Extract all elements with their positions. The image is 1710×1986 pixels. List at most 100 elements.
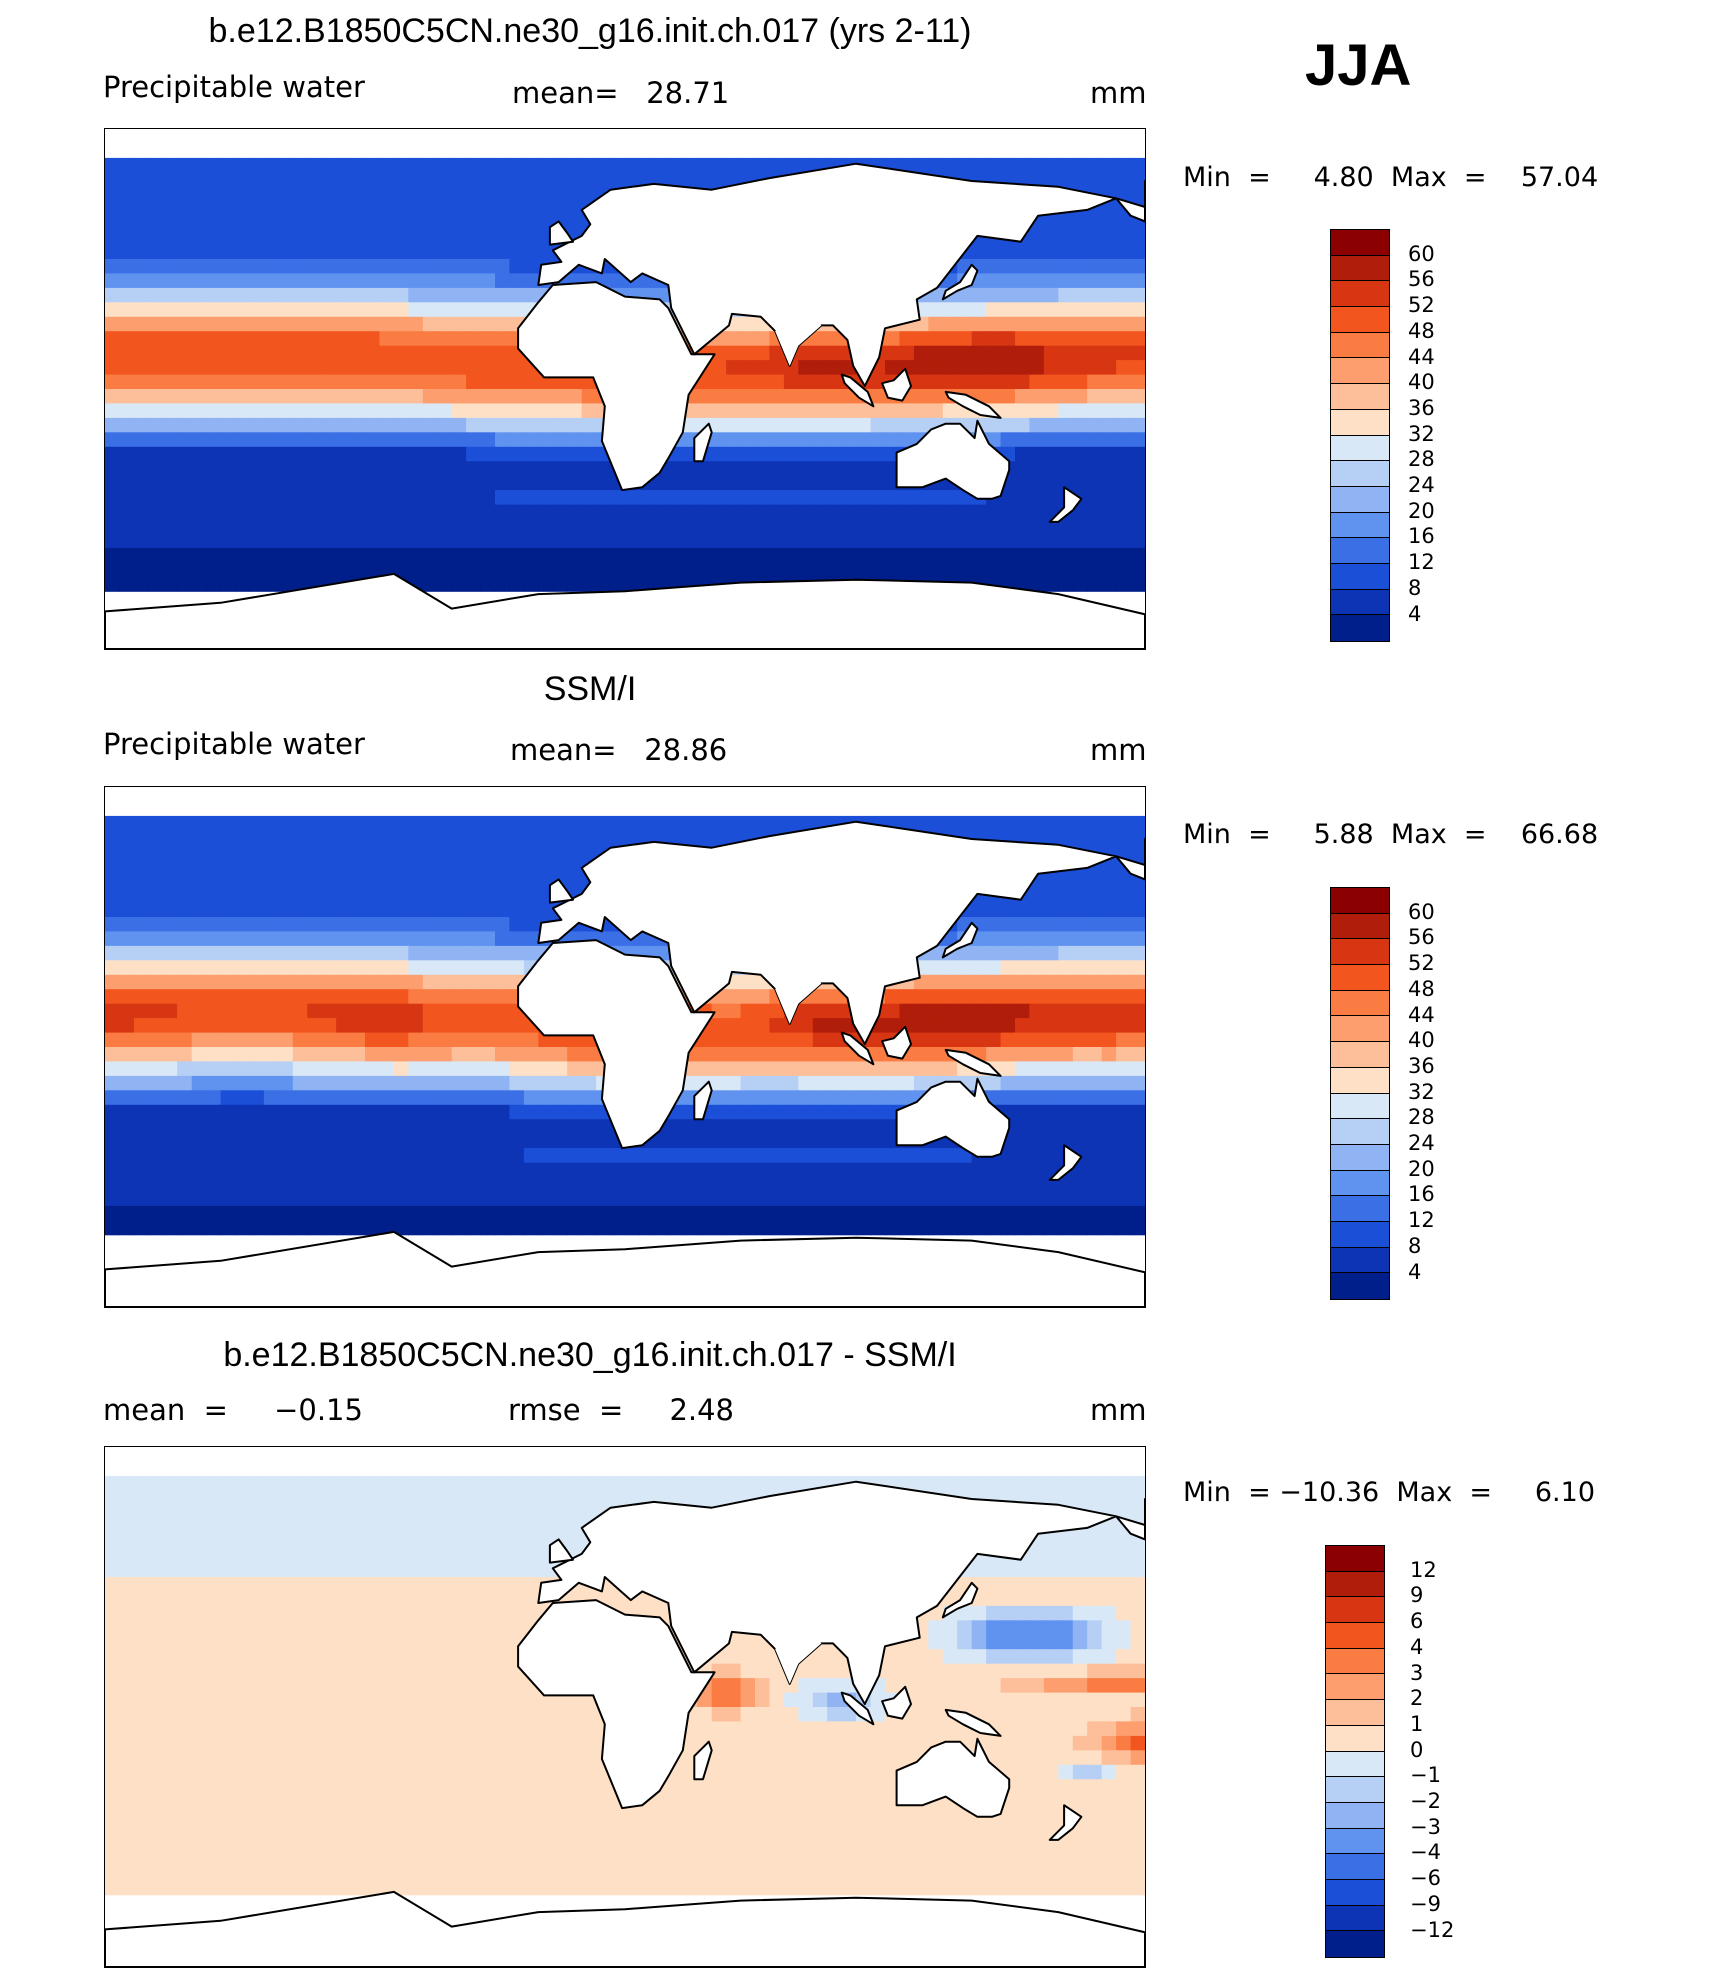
field-cell	[408, 1177, 424, 1192]
field-cell	[480, 1061, 496, 1077]
field-cell	[1015, 1061, 1030, 1077]
field-cell	[523, 374, 539, 390]
field-cell	[235, 1475, 250, 1491]
field-cell	[769, 446, 785, 462]
field-cell	[133, 1104, 149, 1120]
field-cell	[162, 230, 178, 246]
field-cell	[509, 1177, 525, 1192]
field-cell	[509, 1047, 525, 1062]
field-cell	[567, 1119, 583, 1135]
field-cell	[307, 331, 323, 347]
field-cell	[625, 490, 640, 506]
field-cell	[755, 1090, 770, 1106]
field-cell	[986, 902, 1002, 918]
field-cell	[1072, 1191, 1088, 1207]
field-cell	[1101, 432, 1117, 448]
field-cell	[726, 461, 742, 477]
field-cell	[1087, 533, 1103, 549]
field-cell	[466, 287, 482, 303]
field-cell	[133, 504, 149, 520]
field-cell	[466, 374, 482, 390]
field-cell	[263, 1519, 279, 1535]
field-cell	[365, 186, 380, 202]
field-cell	[119, 475, 135, 491]
field-cell	[1000, 1090, 1016, 1106]
field-cell	[538, 475, 554, 491]
field-cell	[220, 1148, 236, 1164]
field-cell	[307, 215, 323, 231]
field-cell	[191, 461, 207, 477]
field-cell	[1043, 873, 1059, 889]
field-cell	[393, 389, 409, 404]
field-cell	[437, 475, 453, 491]
field-cell	[1058, 461, 1074, 477]
field-cell	[1101, 1003, 1117, 1019]
field-cell	[365, 490, 380, 506]
field-cell	[653, 519, 669, 534]
field-cell	[1000, 945, 1016, 961]
field-cell	[639, 562, 655, 578]
field-cell	[480, 1003, 496, 1019]
field-cell	[1101, 1490, 1117, 1506]
field-cell	[1087, 1018, 1103, 1034]
field-cell	[668, 1133, 684, 1149]
field-cell	[408, 1148, 424, 1164]
field-cell	[336, 446, 352, 462]
colorbar-box	[1331, 384, 1389, 410]
field-cell	[509, 302, 525, 318]
field-cell	[1116, 576, 1132, 592]
field-cell	[1043, 815, 1059, 831]
field-cell	[235, 1205, 250, 1221]
field-cell	[451, 259, 467, 274]
field-cell	[986, 1003, 1002, 1019]
field-cell	[393, 1577, 409, 1592]
field-cell	[365, 1475, 380, 1491]
field-cell	[625, 1490, 640, 1506]
field-cell	[870, 403, 886, 419]
field-cell	[105, 244, 120, 260]
field-cell	[263, 446, 279, 462]
field-cell	[466, 873, 482, 889]
field-cell	[899, 331, 915, 347]
field-cell	[177, 331, 193, 347]
field-cell	[336, 1504, 352, 1520]
field-cell	[885, 1162, 900, 1178]
field-cell	[480, 287, 496, 303]
field-cell	[957, 562, 973, 578]
field-cell	[408, 316, 424, 332]
field-cell	[870, 1061, 886, 1077]
field-cell	[1029, 917, 1045, 932]
field-cell	[437, 345, 453, 361]
field-cell	[1101, 989, 1117, 1005]
field-cell	[379, 1475, 395, 1491]
field-cell	[350, 1075, 366, 1091]
field-cell	[105, 873, 120, 889]
field-cell	[798, 345, 814, 361]
field-cell	[740, 1090, 756, 1106]
field-cell	[509, 432, 525, 448]
field-cell	[422, 815, 438, 831]
field-cell	[365, 902, 380, 918]
field-cell	[220, 186, 236, 202]
colorbar-tick-label: 24	[1408, 473, 1435, 497]
field-cell	[119, 259, 135, 274]
field-cell	[1058, 1090, 1074, 1106]
field-cell	[1130, 1047, 1145, 1062]
field-cell	[292, 830, 308, 846]
field-cell	[451, 815, 467, 831]
field-cell	[1130, 1061, 1145, 1077]
field-cell	[177, 519, 193, 534]
field-cell	[148, 1504, 164, 1520]
field-cell	[365, 1490, 380, 1506]
field-cell	[552, 446, 568, 462]
field-cell	[206, 417, 222, 433]
field-cell	[379, 1162, 395, 1178]
field-cell	[812, 331, 828, 347]
field-cell	[133, 1519, 149, 1535]
field-cell	[581, 1119, 597, 1135]
field-cell	[1116, 446, 1132, 462]
field-cell	[148, 1548, 164, 1564]
field-cell	[278, 989, 294, 1005]
field-cell	[379, 345, 395, 361]
field-cell	[899, 403, 915, 419]
